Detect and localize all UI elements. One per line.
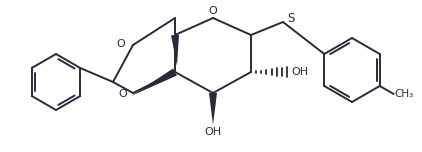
Text: O: O (116, 39, 125, 49)
Text: S: S (287, 12, 295, 26)
Text: CH₃: CH₃ (395, 89, 414, 99)
Polygon shape (209, 93, 217, 125)
Polygon shape (171, 35, 179, 66)
Polygon shape (131, 69, 177, 96)
Text: O: O (119, 89, 127, 99)
Text: OH: OH (204, 127, 222, 137)
Text: O: O (208, 6, 217, 16)
Text: OH: OH (291, 67, 308, 77)
